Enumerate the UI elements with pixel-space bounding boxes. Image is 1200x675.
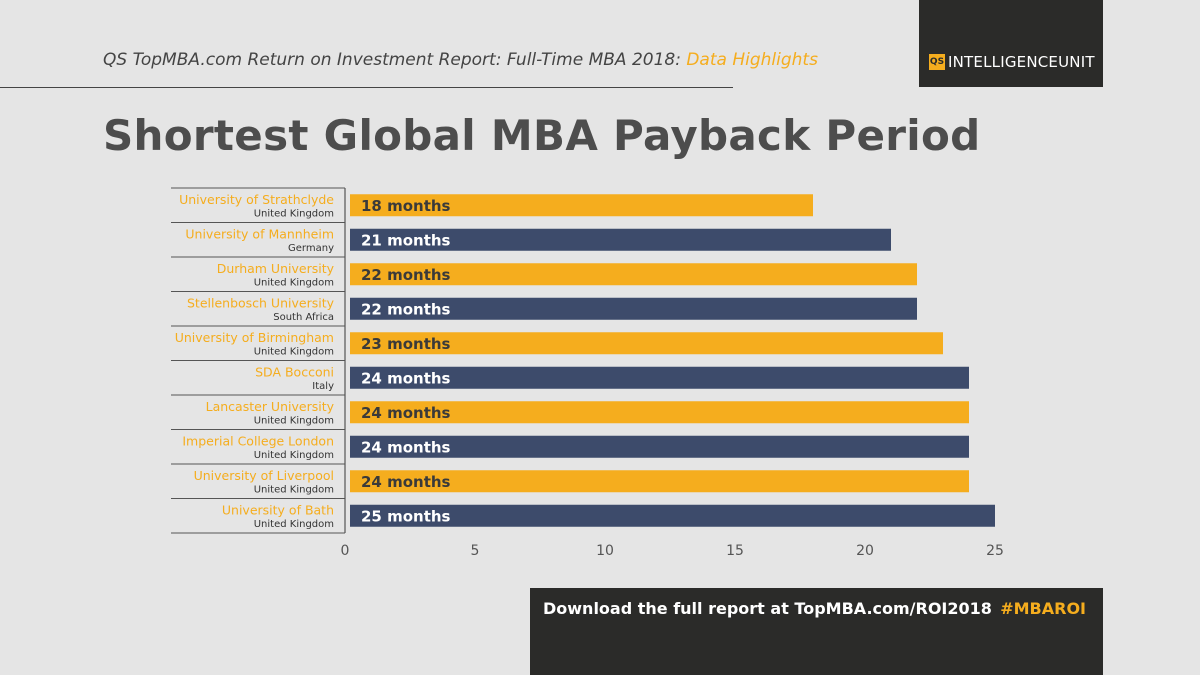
logo-panel: QS INTELLIGENCEUNIT	[919, 0, 1103, 87]
bar	[350, 504, 995, 527]
university-name: Imperial College London	[182, 433, 334, 448]
university-name: University of Mannheim	[185, 226, 334, 241]
bar	[350, 194, 813, 217]
x-tick-label: 20	[856, 543, 874, 559]
x-tick-label: 10	[596, 543, 614, 559]
subtitle-divider	[0, 87, 733, 88]
qs-logo-icon: QS	[929, 54, 945, 70]
x-tick-label: 0	[341, 543, 350, 559]
country-label: United Kingdom	[254, 277, 334, 288]
bar	[350, 366, 969, 389]
bar-data-label: 23 months	[361, 335, 451, 353]
country-label: South Africa	[273, 312, 334, 323]
x-tick-label: 25	[986, 543, 1004, 559]
bar	[350, 401, 969, 424]
bar-data-label: 21 months	[361, 231, 451, 249]
bar	[350, 435, 969, 458]
university-name: University of Birmingham	[175, 330, 334, 345]
country-label: United Kingdom	[254, 415, 334, 426]
university-name: University of Liverpool	[194, 468, 334, 483]
bar	[350, 297, 917, 320]
bar-data-label: 22 months	[361, 266, 451, 284]
x-tick-label: 5	[471, 543, 480, 559]
subtitle-highlight: Data Highlights	[686, 50, 818, 70]
bar	[350, 263, 917, 286]
bar-data-label: 24 months	[361, 369, 451, 387]
bar-data-label: 24 months	[361, 473, 451, 491]
x-tick-label: 15	[726, 543, 744, 559]
university-name: University of Bath	[222, 502, 334, 517]
university-name: University of Strathclyde	[179, 192, 334, 207]
bar-data-label: 18 months	[361, 197, 451, 215]
country-label: United Kingdom	[254, 519, 334, 530]
country-label: United Kingdom	[254, 208, 334, 219]
university-name: SDA Bocconi	[255, 364, 334, 379]
bar-data-label: 22 months	[361, 300, 451, 318]
country-label: United Kingdom	[254, 484, 334, 495]
intelligence-unit-logo: QS INTELLIGENCEUNIT	[929, 53, 1095, 71]
country-label: United Kingdom	[254, 450, 334, 461]
bar-data-label: 25 months	[361, 507, 451, 525]
subtitle-main: QS TopMBA.com Return on Investment Repor…	[103, 50, 681, 70]
bar	[350, 228, 891, 251]
bar-data-label: 24 months	[361, 438, 451, 456]
university-name: Stellenbosch University	[187, 295, 335, 310]
country-label: Italy	[312, 381, 334, 392]
bar-data-label: 24 months	[361, 404, 451, 422]
university-name: Durham University	[217, 261, 335, 276]
bar	[350, 332, 943, 355]
download-link-text[interactable]: Download the full report at TopMBA.com/R…	[543, 599, 992, 618]
logo-text: INTELLIGENCEUNIT	[948, 53, 1095, 71]
university-name: Lancaster University	[206, 399, 335, 414]
report-subtitle: QS TopMBA.com Return on Investment Repor…	[103, 50, 818, 70]
page-title: Shortest Global MBA Payback Period	[103, 111, 981, 160]
country-label: United Kingdom	[254, 346, 334, 357]
bar	[350, 470, 969, 493]
country-label: Germany	[288, 243, 334, 254]
hashtag: #MBAROI	[1000, 599, 1086, 618]
footer-banner: Download the full report at TopMBA.com/R…	[530, 588, 1103, 675]
